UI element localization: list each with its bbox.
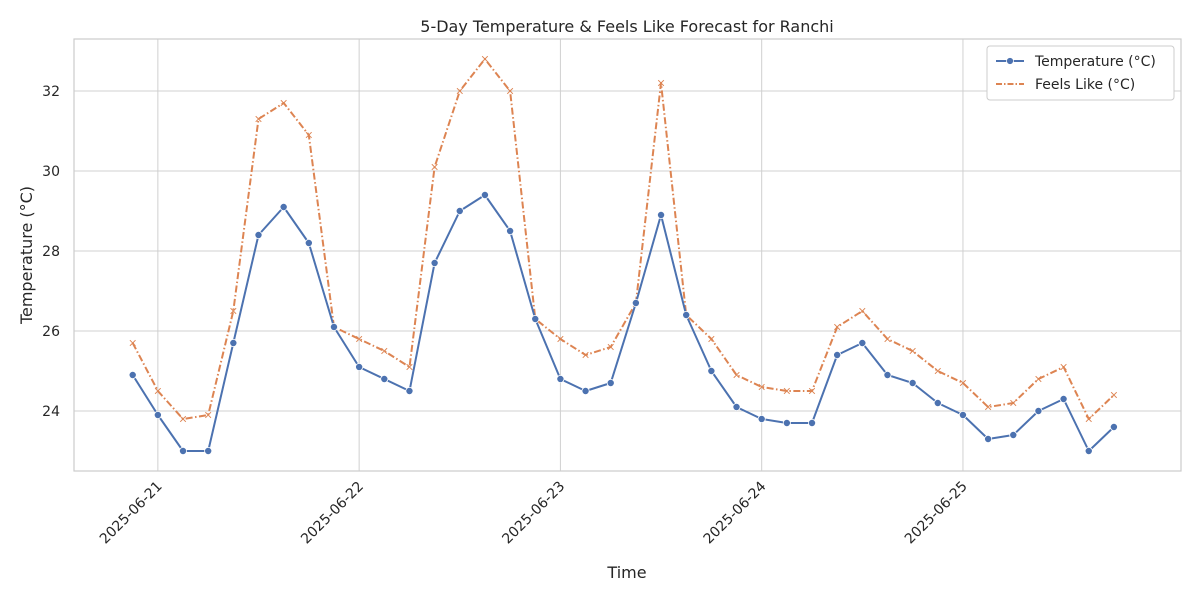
- temperature-point: [808, 418, 817, 427]
- feels-like-point: [934, 367, 941, 375]
- feels-like-point: [834, 323, 841, 331]
- feels-like-point: [1035, 375, 1042, 383]
- temperature-point: [128, 370, 137, 379]
- temperature-point: [531, 314, 540, 323]
- y-tick-label: 26: [42, 324, 60, 340]
- feels-like-point: [783, 387, 790, 395]
- temperature-point: [933, 398, 942, 407]
- feels-like-point: [456, 87, 463, 95]
- legend: Temperature (°C) Feels Like (°C): [986, 45, 1175, 101]
- feels-like-point: [884, 335, 891, 343]
- temperature-point: [1059, 394, 1068, 403]
- y-axis-title: Temperature (°C): [17, 186, 36, 325]
- temperature-point: [732, 402, 741, 411]
- temperature-point: [480, 190, 489, 199]
- feels-like-point: [255, 115, 262, 123]
- feels-like-point: [582, 351, 589, 359]
- feels-like-point: [129, 339, 136, 347]
- feels-like-point: [506, 87, 514, 95]
- temperature-point: [355, 362, 364, 371]
- feels-like-point: [154, 387, 162, 395]
- temperature-line: [131, 194, 1115, 452]
- temperature-point: [833, 350, 842, 359]
- legend-temperature-label: Temperature (°C): [1034, 54, 1156, 70]
- series-layer: [128, 55, 1118, 455]
- feels-like-point: [355, 335, 363, 343]
- feels-like-point: [909, 347, 916, 355]
- feels-like-point: [557, 335, 564, 343]
- feels-like-point: [481, 55, 489, 63]
- temperature-point: [380, 374, 389, 383]
- temperature-point: [279, 202, 288, 211]
- legend-temperature-marker: [1006, 57, 1014, 65]
- feels-like-point: [205, 411, 212, 419]
- feels-like-point: [305, 131, 312, 139]
- temperature-point: [204, 446, 213, 455]
- temperature-point: [455, 206, 464, 215]
- temperature-point: [304, 238, 313, 247]
- feels-like-point: [758, 383, 765, 391]
- feels-like-point: [230, 307, 237, 315]
- temperature-point: [430, 258, 439, 267]
- temperature-point: [883, 370, 892, 379]
- feels-like-point: [859, 307, 866, 315]
- feels-like-point: [708, 335, 715, 343]
- temperature-point: [958, 410, 967, 419]
- temperature-point: [254, 230, 263, 239]
- feels-like-point: [431, 163, 438, 171]
- temperature-point: [153, 410, 162, 419]
- feels-like-point: [657, 79, 665, 87]
- plot-frame: [73, 38, 1182, 472]
- temperature-point: [782, 418, 791, 427]
- temperature-point: [1009, 430, 1018, 439]
- temperature-point: [1109, 422, 1118, 431]
- feels-like-point: [179, 415, 187, 423]
- x-axis-title: Time: [606, 563, 646, 582]
- chart-title: 5-Day Temperature & Feels Like Forecast …: [420, 17, 833, 36]
- legend-feels-like-label: Feels Like (°C): [1035, 77, 1135, 93]
- temperature-point: [179, 446, 188, 455]
- temperature-point: [581, 386, 590, 395]
- feels-like-line: [131, 58, 1115, 420]
- temperature-point: [858, 338, 867, 347]
- feels-like-point: [1110, 391, 1118, 399]
- feels-like-point: [959, 379, 967, 387]
- feels-like-point: [733, 371, 740, 379]
- temperature-point: [657, 210, 666, 219]
- temperature-point: [984, 434, 993, 443]
- y-tick-label: 28: [42, 244, 60, 260]
- temperature-point: [556, 374, 565, 383]
- feels-like-point: [1010, 399, 1017, 407]
- temperature-point: [1034, 406, 1043, 415]
- legend-box: [986, 45, 1175, 101]
- y-tick-label: 32: [42, 84, 60, 100]
- y-tick-label: 30: [42, 164, 60, 180]
- temperature-point: [606, 378, 615, 387]
- temperature-point: [757, 414, 766, 423]
- temperature-point: [707, 366, 716, 375]
- feels-like-point: [1060, 363, 1067, 371]
- feels-like-point: [607, 343, 614, 351]
- feels-like-point: [406, 363, 413, 371]
- temperature-point: [1084, 446, 1093, 455]
- feels-like-point: [984, 403, 992, 411]
- feels-like-point: [280, 99, 287, 107]
- temperature-point: [329, 322, 338, 331]
- temperature-point: [405, 386, 414, 395]
- temperature-point: [908, 378, 917, 387]
- feels-like-point: [808, 387, 816, 395]
- temperature-point: [682, 310, 691, 319]
- temperature-point: [631, 298, 640, 307]
- temperature-point: [506, 226, 515, 235]
- feels-like-point: [1085, 415, 1092, 423]
- feels-like-point: [381, 347, 388, 355]
- temperature-point: [229, 338, 238, 347]
- y-tick-label: 24: [42, 404, 60, 420]
